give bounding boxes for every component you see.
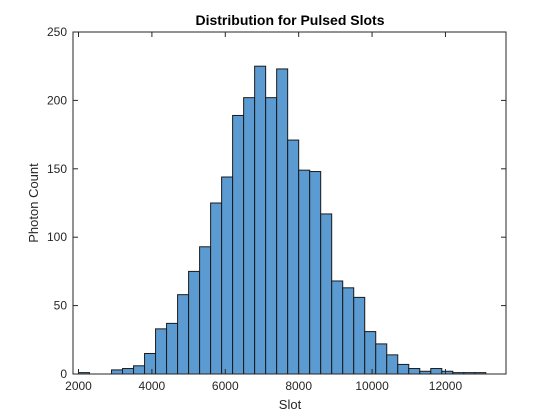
histogram-bar — [133, 365, 146, 375]
histogram-bar — [155, 328, 168, 375]
x-axis-ticks: 2000 4000 6000 8000 10000 12000 — [65, 32, 462, 393]
histogram-bar — [221, 176, 234, 375]
x-tick-label: 6000 — [212, 379, 239, 393]
histogram-bar — [397, 363, 410, 375]
histogram-bar — [375, 343, 388, 375]
y-tick-label: 200 — [47, 93, 67, 107]
histogram-bar — [386, 354, 399, 375]
histogram-bar — [166, 322, 179, 375]
histogram-bar — [188, 270, 201, 375]
x-axis-label: Slot — [279, 397, 302, 412]
histogram-bar — [177, 294, 190, 375]
histogram-bar — [232, 114, 245, 375]
chart-title: Distribution for Pulsed Slots — [195, 12, 384, 28]
histogram-bar — [342, 287, 355, 375]
x-tick-label: 8000 — [285, 379, 312, 393]
histogram-bar — [331, 280, 344, 375]
plot-frame — [72, 31, 507, 375]
x-tick-label: 2000 — [65, 379, 92, 393]
histogram-bar — [210, 202, 223, 375]
histogram-bar — [144, 352, 157, 375]
histogram-bar — [408, 368, 421, 375]
x-tick-label: 10000 — [355, 379, 389, 393]
x-tick-label: 12000 — [429, 379, 463, 393]
histogram-bar — [320, 213, 333, 375]
histogram-bar — [309, 171, 322, 375]
histogram-bar — [243, 97, 256, 375]
histogram-bar — [364, 331, 377, 375]
y-tick-label: 250 — [47, 25, 67, 39]
histogram-bar — [254, 65, 267, 375]
y-tick-label: 0 — [60, 367, 67, 381]
y-tick-label: 50 — [54, 299, 68, 313]
histogram-bar — [430, 368, 443, 375]
y-tick-label: 150 — [47, 162, 67, 176]
histogram-bar — [276, 68, 289, 375]
histogram-bar — [122, 368, 135, 375]
x-tick-label: 4000 — [139, 379, 166, 393]
histogram-bar — [353, 296, 366, 375]
y-axis-label: Photon Count — [26, 163, 41, 243]
y-axis-ticks: 0 50 100 150 200 250 — [47, 25, 506, 381]
histogram-bar — [199, 246, 212, 375]
histogram-bar — [298, 169, 311, 375]
histogram-bar — [265, 97, 278, 375]
histogram-bar — [287, 139, 300, 375]
histogram-bar — [111, 369, 124, 375]
y-tick-label: 100 — [47, 230, 67, 244]
